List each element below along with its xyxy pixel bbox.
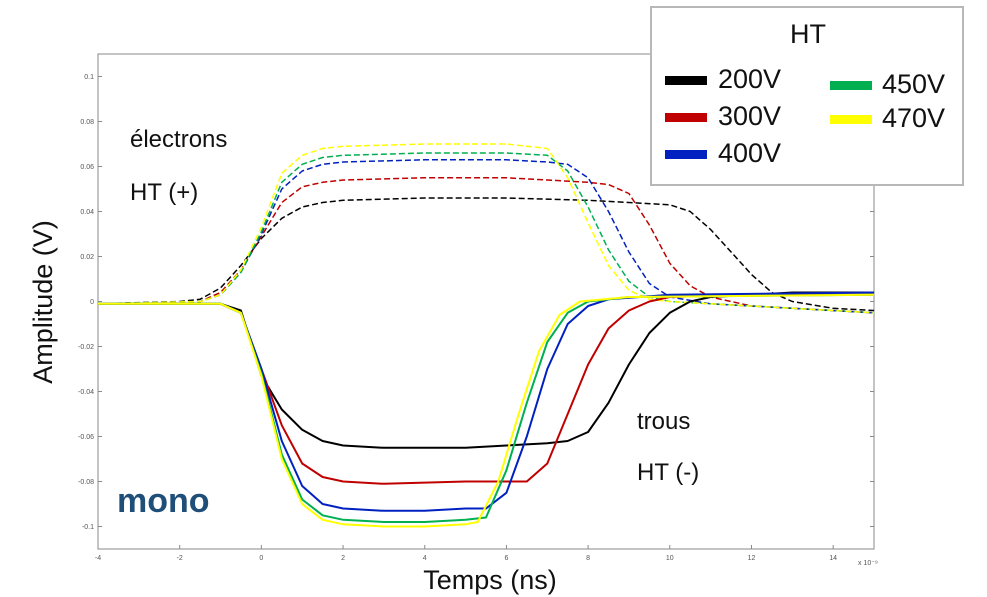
- y-tick-label: 0.08: [80, 119, 94, 126]
- x-tick-label: 8: [586, 555, 590, 562]
- x-tick-label: 10: [666, 555, 674, 562]
- series-line-electrons-200V: [97, 197, 875, 312]
- series-line-trous-300V: [98, 293, 874, 485]
- y-tick-label: 0.1: [84, 74, 94, 81]
- legend-swatch: [665, 113, 707, 122]
- x-tick-label: -2: [177, 555, 183, 562]
- legend-label: 470V: [882, 103, 945, 133]
- legend-label: 400V: [718, 138, 781, 168]
- x-tick-label: 2: [341, 555, 345, 562]
- x-tick-label: 0: [259, 555, 263, 562]
- x-tick-label: 12: [748, 555, 756, 562]
- legend-label: 450V: [882, 69, 945, 99]
- legend-swatch: [830, 81, 872, 90]
- series-line-electrons-300V: [97, 177, 875, 314]
- annotation-trous-ht: HT (-): [637, 459, 699, 486]
- x-axis: -4 -2 0 2 4 6 8 10 12 14: [95, 545, 837, 562]
- y-tick-label: 0.06: [80, 164, 94, 171]
- series-line-electrons-450V: [97, 152, 875, 314]
- series-line-trous-470V: [98, 293, 875, 528]
- y-tick-label: -0.08: [78, 479, 94, 486]
- annotation-trous: trous: [637, 408, 690, 435]
- x-tick-label: 14: [829, 555, 837, 562]
- annotation-electrons: électrons: [130, 126, 227, 153]
- y-tick-label: -0.02: [78, 344, 94, 351]
- y-axis: 0.1 0.08 0.06 0.04 0.02 0 -0.02 -0.04 -0.06 -0.08…: [78, 74, 874, 531]
- legend-label: 200V: [718, 64, 781, 94]
- legend: HT 200V 300V 400V 450V 470V: [650, 6, 964, 186]
- y-axis-title: Amplitude (V): [28, 220, 58, 384]
- x-tick-label: 6: [504, 555, 508, 562]
- legend-label: 300V: [718, 101, 781, 131]
- series-line-trous-200V: [98, 291, 874, 449]
- y-tick-label: -0.1: [82, 524, 94, 531]
- legend-swatch: [665, 150, 707, 159]
- y-tick-label: -0.06: [78, 434, 94, 441]
- series-layer: [97, 143, 875, 528]
- y-tick-label: 0.02: [80, 254, 94, 261]
- series-line-trous-400V: [98, 291, 875, 512]
- annotation-mono: mono: [117, 482, 210, 520]
- x-tick-label: -4: [95, 555, 101, 562]
- legend-swatch: [665, 76, 707, 85]
- legend-swatch: [830, 115, 872, 124]
- y-tick-label: 0: [90, 299, 94, 306]
- x-tick-label: 4: [423, 555, 427, 562]
- x-axis-title: Temps (ns): [423, 565, 557, 595]
- series-line-electrons-470V: [97, 143, 875, 314]
- legend-title: HT: [790, 19, 826, 49]
- y-tick-label: -0.04: [78, 389, 94, 396]
- y-tick-label: 0.04: [80, 209, 94, 216]
- annotation-electrons-ht: HT (+): [130, 179, 198, 206]
- x-exponent-label: x 10⁻⁹: [858, 560, 878, 567]
